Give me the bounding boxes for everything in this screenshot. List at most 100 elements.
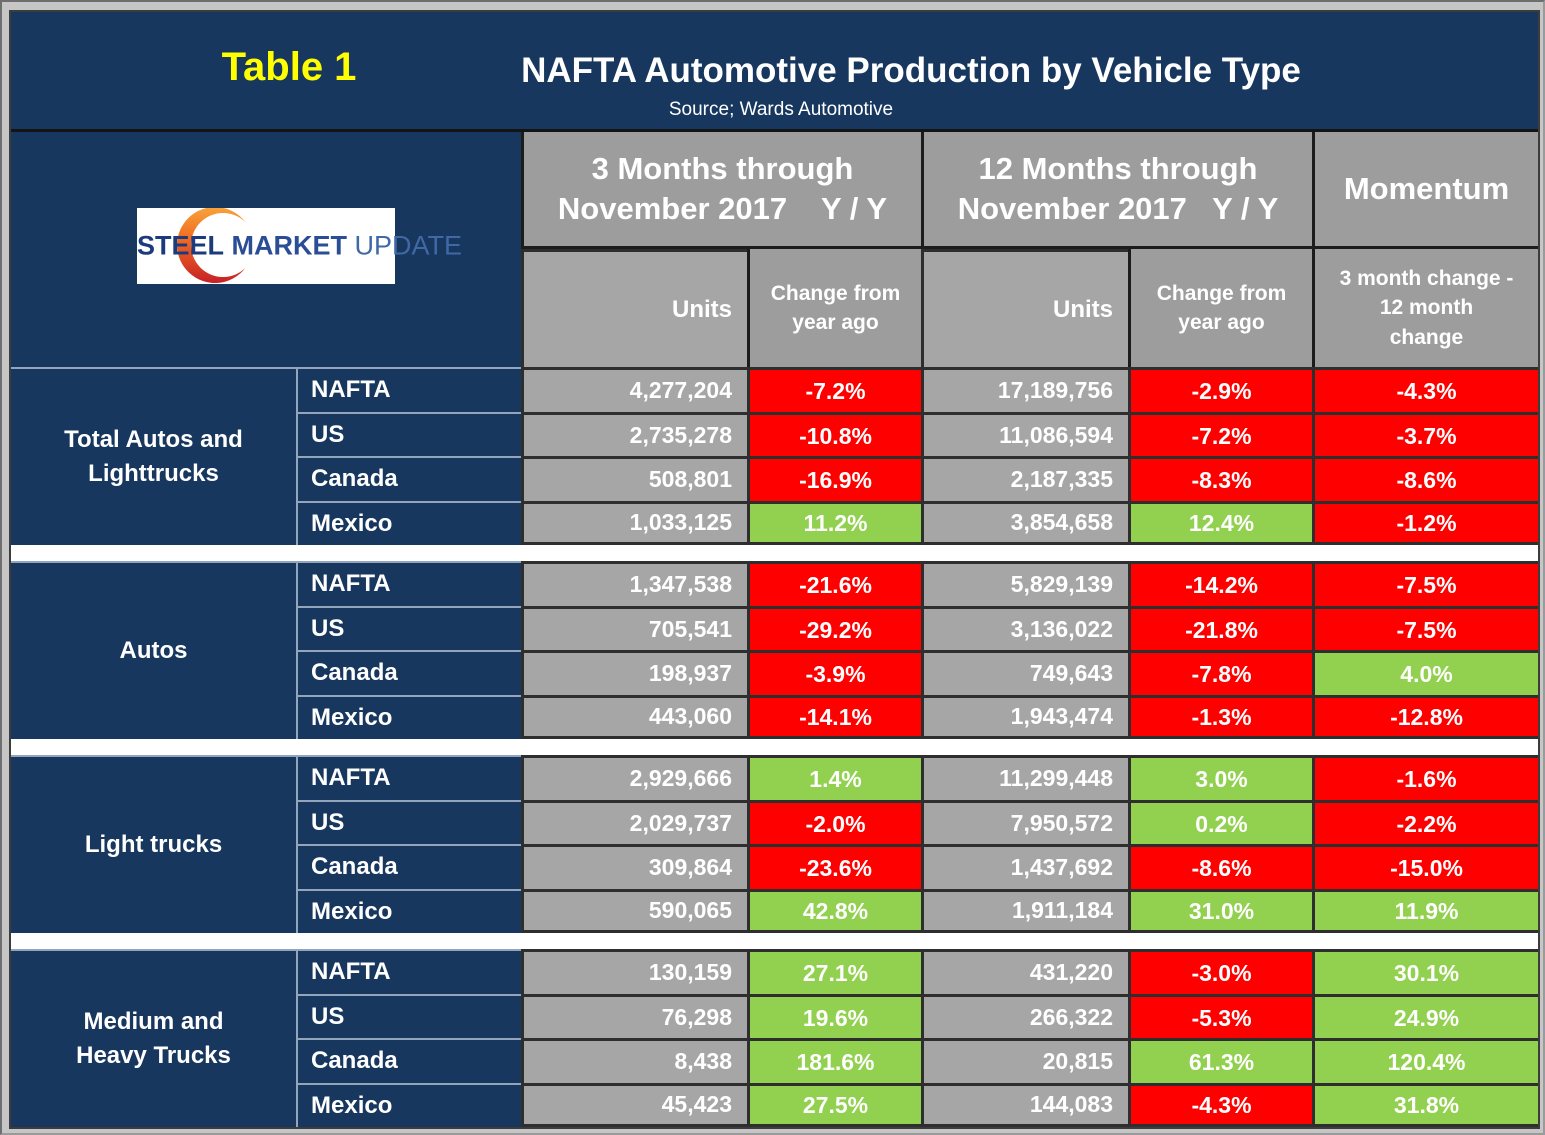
subheader-momentum: 3 month change - 12 month change	[1312, 249, 1538, 367]
change-3mo-cell: -3.9%	[747, 650, 921, 695]
change-12mo-cell: -2.9%	[1128, 367, 1312, 412]
units-3mo-cell: 8,438	[521, 1038, 747, 1083]
change-12mo-cell: -7.8%	[1128, 650, 1312, 695]
logo-word-steel: STEEL	[137, 230, 225, 260]
change-12mo-cell: -8.3%	[1128, 456, 1312, 501]
momentum-cell: 4.0%	[1312, 650, 1538, 695]
group-medium-heavy-trucks: Medium and Heavy Trucks NAFTA 130,159 27…	[11, 949, 1538, 1127]
units-3mo-cell: 1,347,538	[521, 561, 747, 606]
units-3mo-cell: 2,735,278	[521, 411, 747, 456]
region-label: NAFTA	[296, 949, 521, 994]
region-label: Mexico	[296, 1082, 521, 1127]
units-3mo-cell: 309,864	[521, 844, 747, 889]
group-label: Medium and Heavy Trucks	[11, 949, 296, 1127]
group-label: Total Autos and Lighttrucks	[11, 367, 296, 545]
change-3mo-cell: -2.0%	[747, 799, 921, 844]
change-12mo-cell: 12.4%	[1128, 500, 1312, 545]
logo-word-update: UPDATE	[354, 230, 463, 260]
momentum-cell: -3.7%	[1312, 411, 1538, 456]
units-3mo-cell: 443,060	[521, 694, 747, 739]
change-12mo-cell: -4.3%	[1128, 1082, 1312, 1127]
change-3mo-cell: -23.6%	[747, 844, 921, 889]
group-separator	[11, 545, 1538, 561]
page-title: NAFTA Automotive Production by Vehicle T…	[521, 51, 1301, 90]
group-label: Autos	[11, 561, 296, 739]
source-caption: Source; Wards Automotive	[668, 99, 894, 120]
region-label: Canada	[296, 650, 521, 695]
units-12mo-cell: 431,220	[921, 949, 1128, 994]
momentum-cell: 31.8%	[1312, 1082, 1538, 1127]
logo-block: STEEL MARKET UPDATE	[11, 132, 521, 367]
units-12mo-cell: 1,943,474	[921, 694, 1128, 739]
group-total-autos-lighttrucks: Total Autos and Lighttrucks NAFTA 4,277,…	[11, 367, 1538, 545]
header-band-3-months: 3 Months through November 2017 Y / Y	[521, 132, 921, 249]
momentum-cell: 30.1%	[1312, 949, 1538, 994]
region-label: US	[296, 411, 521, 456]
logo-text: STEEL MARKET UPDATE	[137, 230, 462, 261]
subheader-units-12mo: Units	[921, 249, 1128, 367]
change-12mo-cell: -7.2%	[1128, 411, 1312, 456]
units-3mo-cell: 705,541	[521, 605, 747, 650]
momentum-cell: -8.6%	[1312, 456, 1538, 501]
momentum-cell: -12.8%	[1312, 694, 1538, 739]
nafta-production-table: Table 1 NAFTA Automotive Production by V…	[9, 10, 1540, 1129]
momentum-cell: -2.2%	[1312, 799, 1538, 844]
logo-crescent-icon	[177, 207, 246, 283]
units-3mo-cell: 130,159	[521, 949, 747, 994]
units-3mo-cell: 4,277,204	[521, 367, 747, 412]
region-label: Canada	[296, 1038, 521, 1083]
region-label: Mexico	[296, 694, 521, 739]
steel-market-update-logo: STEEL MARKET UPDATE	[137, 207, 462, 284]
units-12mo-cell: 17,189,756	[921, 367, 1128, 412]
group-separator	[11, 933, 1538, 949]
units-3mo-cell: 508,801	[521, 456, 747, 501]
change-3mo-cell: -10.8%	[747, 411, 921, 456]
subheader-units-3mo: Units	[521, 249, 747, 367]
header-band-momentum: Momentum	[1312, 132, 1538, 249]
logo-word-market: MARKET	[231, 230, 348, 260]
region-label: NAFTA	[296, 755, 521, 800]
momentum-cell: -1.2%	[1312, 500, 1538, 545]
change-3mo-cell: -29.2%	[747, 605, 921, 650]
change-12mo-cell: 61.3%	[1128, 1038, 1312, 1083]
units-12mo-cell: 266,322	[921, 993, 1128, 1038]
change-12mo-cell: -8.6%	[1128, 844, 1312, 889]
change-12mo-cell: -14.2%	[1128, 561, 1312, 606]
change-3mo-cell: 1.4%	[747, 755, 921, 800]
momentum-cell: -4.3%	[1312, 367, 1538, 412]
units-12mo-cell: 3,136,022	[921, 605, 1128, 650]
header-band-12-months: 12 Months through November 2017 Y / Y	[921, 132, 1312, 249]
units-12mo-cell: 5,829,139	[921, 561, 1128, 606]
region-label: US	[296, 993, 521, 1038]
change-3mo-cell: 181.6%	[747, 1038, 921, 1083]
change-12mo-cell: 31.0%	[1128, 888, 1312, 933]
units-3mo-cell: 76,298	[521, 993, 747, 1038]
units-12mo-cell: 7,950,572	[921, 799, 1128, 844]
region-label: Mexico	[296, 888, 521, 933]
group-light-trucks: Light trucks NAFTA 2,929,666 1.4% 11,299…	[11, 755, 1538, 933]
change-3mo-cell: -21.6%	[747, 561, 921, 606]
subheader-change-3mo: Change from year ago	[747, 249, 921, 367]
table-number-label: Table 1	[221, 45, 357, 89]
momentum-cell: 120.4%	[1312, 1038, 1538, 1083]
change-3mo-cell: 27.1%	[747, 949, 921, 994]
region-label: Mexico	[296, 500, 521, 545]
units-3mo-cell: 45,423	[521, 1082, 747, 1127]
region-label: US	[296, 605, 521, 650]
units-12mo-cell: 749,643	[921, 650, 1128, 695]
change-12mo-cell: -5.3%	[1128, 993, 1312, 1038]
units-12mo-cell: 1,911,184	[921, 888, 1128, 933]
change-12mo-cell: -1.3%	[1128, 694, 1312, 739]
change-12mo-cell: 3.0%	[1128, 755, 1312, 800]
region-label: US	[296, 799, 521, 844]
momentum-cell: -15.0%	[1312, 844, 1538, 889]
region-label: Canada	[296, 456, 521, 501]
units-12mo-cell: 11,086,594	[921, 411, 1128, 456]
change-3mo-cell: -14.1%	[747, 694, 921, 739]
units-12mo-cell: 144,083	[921, 1082, 1128, 1127]
change-3mo-cell: 11.2%	[747, 500, 921, 545]
region-label: Canada	[296, 844, 521, 889]
momentum-cell: 24.9%	[1312, 993, 1538, 1038]
change-12mo-cell: 0.2%	[1128, 799, 1312, 844]
